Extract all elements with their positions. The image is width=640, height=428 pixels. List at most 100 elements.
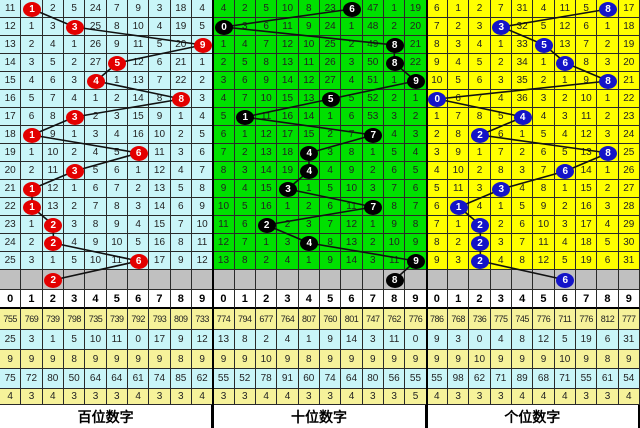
miss-cell: 7 xyxy=(426,18,448,36)
miss-cell: 4 xyxy=(234,180,256,198)
miss-cell: 9 xyxy=(106,216,128,234)
miss-cell: 19 xyxy=(170,18,192,36)
hit-ball: 8 xyxy=(598,73,617,89)
stat-cell: 739 xyxy=(106,309,128,330)
miss-cell: 11 xyxy=(533,234,555,252)
predict-cell xyxy=(0,270,22,290)
miss-cell: 4 xyxy=(490,252,512,270)
stat-cell: 5 xyxy=(64,330,86,350)
miss-cell: 10 xyxy=(277,0,299,18)
stat-cell: 9 xyxy=(618,350,640,369)
miss-cell: 5 xyxy=(128,234,150,252)
digit-header: 0 xyxy=(426,290,448,309)
miss-cell: 10 xyxy=(192,216,214,234)
miss-cell: 7 xyxy=(533,162,555,180)
miss-cell: 7 xyxy=(575,36,598,54)
miss-cell: 8 xyxy=(170,234,192,252)
miss-cell: 5 xyxy=(447,72,470,90)
miss-cell: 2 xyxy=(21,36,43,54)
panel-2: 6 1 2 7 31 4 11 5 17 7 2 3 32 5 12 6 1 18 8 3 4 1 33 13 7 2 19 9 4 5 2… xyxy=(426,0,640,428)
miss-cell: 33 xyxy=(511,36,534,54)
miss-cell: 3 xyxy=(64,72,86,90)
hit-ball: 3 xyxy=(492,19,511,35)
miss-cell: 19 xyxy=(575,252,598,270)
digit-header: 5 xyxy=(319,290,342,309)
miss-cell: 3 xyxy=(469,180,491,198)
miss-cell: 3 xyxy=(341,54,363,72)
miss-cell: 12 xyxy=(0,18,22,36)
stat-cell: 5 xyxy=(405,389,427,405)
miss-cell: 9 xyxy=(106,36,128,54)
miss-cell: 5 xyxy=(213,108,235,126)
digit-header: 0 xyxy=(0,290,22,309)
stat-cell: 4 xyxy=(511,389,534,405)
miss-cell: 3 xyxy=(597,126,619,144)
miss-cell: 23 xyxy=(319,0,342,18)
miss-cell: 2 xyxy=(597,108,619,126)
digit-header: 3 xyxy=(277,290,299,309)
miss-cell: 7 xyxy=(234,90,256,108)
hit-ball: 1 xyxy=(23,199,41,215)
miss-cell: 17 xyxy=(575,216,598,234)
miss-cell: 12 xyxy=(341,216,363,234)
stat-cell: 793 xyxy=(149,309,171,330)
miss-cell: 1 xyxy=(426,108,448,126)
miss-cell: 3 xyxy=(490,234,512,252)
miss-cell: 5 xyxy=(597,234,619,252)
miss-cell: 3 xyxy=(21,252,43,270)
miss-cell: 14 xyxy=(298,108,320,126)
hit-ball: 9 xyxy=(406,73,425,89)
miss-cell: 14 xyxy=(149,198,171,216)
stat-cell: 3 xyxy=(213,389,235,405)
digit-header: 9 xyxy=(618,290,640,309)
miss-cell: 8 xyxy=(106,18,128,36)
miss-cell: 7 xyxy=(490,0,512,18)
stat-cell: 9 xyxy=(213,350,235,369)
stat-cell: 9 xyxy=(426,330,448,350)
miss-cell: 1 xyxy=(490,198,512,216)
miss-cell: 16 xyxy=(575,198,598,216)
miss-cell: 6 xyxy=(405,180,427,198)
miss-cell: 7 xyxy=(149,72,171,90)
stat-cell: 9 xyxy=(106,350,128,369)
miss-cell: 5 xyxy=(469,54,491,72)
miss-cell: 8 xyxy=(106,198,128,216)
hit-ball: 2 xyxy=(470,253,489,269)
miss-cell: 3 xyxy=(554,108,576,126)
stat-cell: 4 xyxy=(554,389,576,405)
hit-ball: 1 xyxy=(23,181,41,197)
miss-cell: 6 xyxy=(426,0,448,18)
miss-cell: 10 xyxy=(447,162,470,180)
miss-cell: 7 xyxy=(213,144,235,162)
digit-header: 8 xyxy=(383,290,406,309)
miss-cell: 34 xyxy=(511,54,534,72)
miss-cell: 4 xyxy=(341,72,363,90)
stat-cell: 794 xyxy=(234,309,256,330)
miss-cell: 2 xyxy=(426,126,448,144)
miss-cell: 15 xyxy=(149,216,171,234)
stat-cell: 8 xyxy=(597,350,619,369)
stat-cell: 774 xyxy=(213,309,235,330)
miss-cell: 11 xyxy=(575,108,598,126)
miss-cell: 10 xyxy=(213,198,235,216)
miss-cell: 2 xyxy=(42,0,64,18)
stat-cell: 3 xyxy=(597,389,619,405)
stat-cell: 5 xyxy=(554,330,576,350)
stat-cell: 798 xyxy=(64,309,86,330)
hit-ball: 1 xyxy=(23,1,41,17)
miss-cell: 7 xyxy=(341,126,363,144)
stat-cell: 775 xyxy=(490,309,512,330)
miss-cell: 13 xyxy=(575,144,598,162)
miss-cell: 12 xyxy=(277,36,299,54)
miss-cell: 1 xyxy=(170,108,192,126)
miss-cell: 13 xyxy=(277,54,299,72)
miss-cell: 8 xyxy=(255,54,278,72)
miss-cell: 3 xyxy=(213,72,235,90)
digit-header: 2 xyxy=(42,290,64,309)
stat-cell: 3 xyxy=(575,389,598,405)
miss-cell: 5 xyxy=(42,54,64,72)
miss-cell: 9 xyxy=(298,18,320,36)
miss-cell: 3 xyxy=(469,18,491,36)
stat-cell: 736 xyxy=(469,309,491,330)
miss-cell: 2 xyxy=(511,144,534,162)
